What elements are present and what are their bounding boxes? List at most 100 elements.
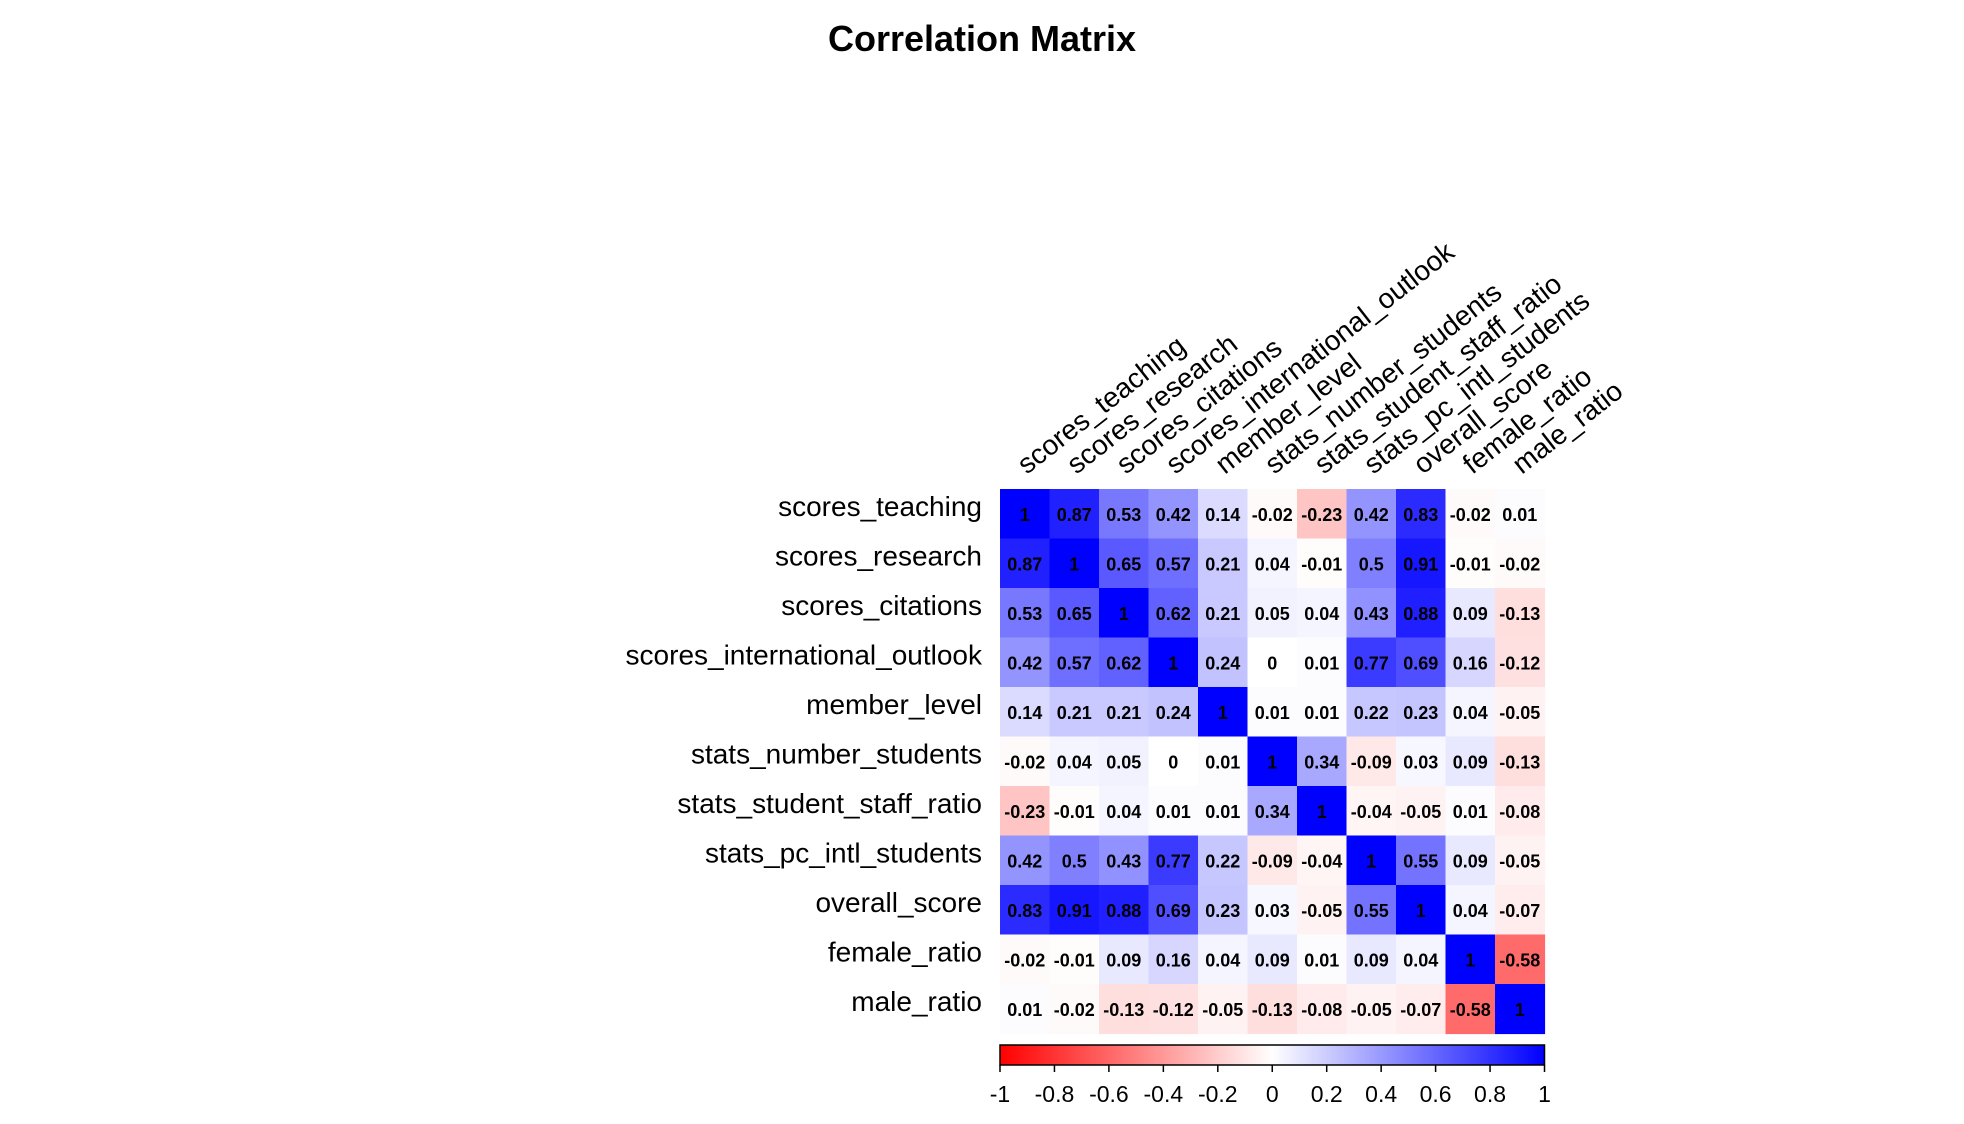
cell-value-label: -0.01	[1450, 554, 1491, 574]
heatmap-cell	[1198, 934, 1249, 985]
heatmap-cell	[1148, 637, 1199, 688]
column-labels: scores_teachingscores_researchscores_cit…	[1011, 235, 1628, 479]
cell-value-label: 0.01	[1453, 802, 1488, 822]
heatmap-cell	[1297, 736, 1348, 787]
heatmap-cell	[1148, 934, 1199, 985]
cell-value-label: 0.23	[1403, 703, 1438, 723]
cell-value-label: -0.13	[1499, 604, 1540, 624]
cell-value-label: -0.58	[1450, 1000, 1491, 1020]
heatmap-cell	[1495, 885, 1546, 936]
heatmap-cell	[1247, 538, 1298, 589]
colorbar-tick-label: 0.6	[1420, 1081, 1452, 1107]
cell-value-label: 1	[1069, 554, 1079, 574]
cell-value-label: -0.02	[1499, 554, 1540, 574]
heatmap-cell	[1346, 736, 1397, 787]
heatmap-cell	[1495, 489, 1546, 540]
colorbar-tick-label: 0.2	[1311, 1081, 1343, 1107]
cell-value-label: 1	[1267, 752, 1277, 772]
cell-value-label: 0.5	[1359, 554, 1384, 574]
heatmap-cell	[1247, 885, 1298, 936]
heatmap-cell	[1049, 588, 1100, 639]
heatmap-cell	[1198, 736, 1249, 787]
cell-value-label: 0.09	[1354, 950, 1389, 970]
heatmap-cell	[1099, 934, 1150, 985]
heatmap-cell	[1346, 885, 1397, 936]
cell-value-label: 0.01	[1502, 505, 1537, 525]
cell-value-label: -0.02	[1054, 1000, 1095, 1020]
cell-value-label: 0.83	[1403, 505, 1438, 525]
row-label: stats_number_students	[691, 738, 982, 769]
heatmap-cell	[1049, 786, 1100, 837]
cell-value-label: 1	[1465, 950, 1475, 970]
heatmap-cell	[1495, 934, 1546, 985]
heatmap-cell	[1495, 984, 1546, 1035]
cell-value-label: -0.05	[1301, 901, 1342, 921]
cell-value-label: 0.5	[1062, 851, 1087, 871]
cell-value-label: 0.01	[1007, 1000, 1042, 1020]
chart-title: Correlation Matrix	[828, 18, 1136, 59]
colorbar-tick-label: -1	[990, 1081, 1010, 1107]
cell-value-label: 1	[1515, 1000, 1525, 1020]
heatmap-cell	[1000, 984, 1051, 1035]
heatmap-cell	[1247, 835, 1298, 886]
cell-value-label: -0.02	[1252, 505, 1293, 525]
cell-value-label: 0.22	[1354, 703, 1389, 723]
heatmap-cell	[1396, 489, 1447, 540]
heatmap-cell	[1346, 835, 1397, 886]
colorbar-tick-label: 0.8	[1474, 1081, 1506, 1107]
heatmap-cell	[1396, 687, 1447, 738]
heatmap-cell	[1000, 835, 1051, 886]
heatmap-cell	[1049, 637, 1100, 688]
heatmap-cell	[1198, 489, 1249, 540]
heatmap-cell	[1396, 736, 1447, 787]
heatmap-cell	[1148, 687, 1199, 738]
cell-value-label: 0	[1168, 752, 1178, 772]
cell-value-label: 0.01	[1156, 802, 1191, 822]
heatmap-cell	[1495, 588, 1546, 639]
cell-value-label: -0.05	[1400, 802, 1441, 822]
heatmap-cell	[1148, 885, 1199, 936]
row-label: female_ratio	[828, 936, 982, 967]
heatmap-cell	[1297, 489, 1348, 540]
heatmap-cell	[1148, 984, 1199, 1035]
heatmap-cell	[1000, 687, 1051, 738]
heatmap-cell	[1000, 736, 1051, 787]
cell-value-label: 0.01	[1304, 950, 1339, 970]
heatmap-cell	[1445, 588, 1496, 639]
cell-value-label: 1	[1366, 851, 1376, 871]
cell-value-label: 0.34	[1255, 802, 1290, 822]
heatmap-cell	[1198, 687, 1249, 738]
colorbar-tick-label: 0	[1266, 1081, 1279, 1107]
row-label: scores_teaching	[778, 491, 982, 522]
heatmap-cell	[1049, 538, 1100, 589]
heatmap-cell	[1396, 588, 1447, 639]
heatmap-cell	[1148, 538, 1199, 589]
heatmap-cell	[1247, 786, 1298, 837]
cell-value-label: 0.88	[1403, 604, 1438, 624]
heatmap-cell	[1297, 786, 1348, 837]
cell-value-label: 0.62	[1156, 604, 1191, 624]
cell-value-label: -0.09	[1351, 752, 1392, 772]
cell-value-label: -0.05	[1499, 851, 1540, 871]
heatmap-cell	[1346, 538, 1397, 589]
cell-value-label: 0.57	[1057, 653, 1092, 673]
heatmap-cell	[1445, 786, 1496, 837]
heatmap-cells: 1 0.87 0.53 0.42 0.14 -0.02 -0.23 0.42 0.83 -0.02…	[1000, 489, 1546, 1035]
cell-value-label: 0.53	[1007, 604, 1042, 624]
heatmap-cell	[1445, 687, 1496, 738]
cell-value-label: 0.21	[1057, 703, 1092, 723]
cell-value-label: 0.62	[1106, 653, 1141, 673]
cell-value-label: 0.24	[1156, 703, 1191, 723]
cell-value-label: -0.08	[1499, 802, 1540, 822]
heatmap-cell	[1297, 538, 1348, 589]
heatmap-cell	[1049, 984, 1100, 1035]
cell-value-label: 0.87	[1057, 505, 1092, 525]
cell-value-label: 0.42	[1007, 851, 1042, 871]
heatmap-cell	[1099, 588, 1150, 639]
cell-value-label: -0.02	[1004, 950, 1045, 970]
heatmap-cell	[1148, 736, 1199, 787]
cell-value-label: 0.04	[1304, 604, 1339, 624]
cell-value-label: 1	[1317, 802, 1327, 822]
colorbar-tick-label: -0.2	[1198, 1081, 1238, 1107]
cell-value-label: -0.04	[1351, 802, 1392, 822]
